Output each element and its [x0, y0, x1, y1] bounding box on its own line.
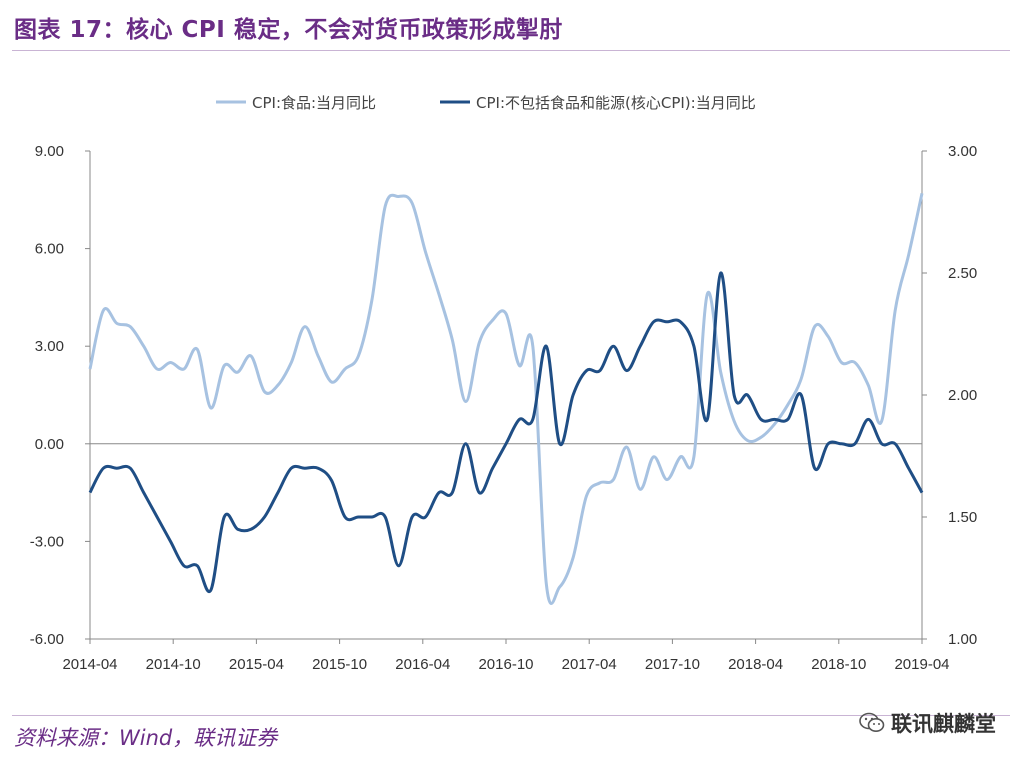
- wechat-icon: [859, 712, 885, 732]
- x-tick-label: 2018-04: [728, 656, 783, 673]
- right-tick-label: 1.50: [948, 509, 977, 526]
- x-tick-label: 2015-04: [229, 656, 284, 673]
- tick-labels: 9.00 6.00 3.00 0.00 -3.00 -6.00 3.00 2.50 2.00 1.…: [30, 143, 977, 673]
- x-tick-label: 2018-10: [811, 656, 866, 673]
- title-divider: [12, 50, 1010, 51]
- left-tick-label: 0.00: [35, 436, 64, 453]
- watermark: 联讯麒麟堂: [859, 708, 996, 738]
- x-tick-label: 2019-04: [894, 656, 949, 673]
- chart-legend: CPI:食品:当月同比 CPI:不包括食品和能源(核心CPI):当月同比: [216, 94, 756, 112]
- left-tick-label: -3.00: [30, 533, 64, 550]
- right-tick-label: 2.00: [948, 387, 977, 404]
- source-divider: [12, 715, 1010, 716]
- line-chart: CPI:食品:当月同比 CPI:不包括食品和能源(核心CPI):当月同比 9.0…: [30, 94, 977, 673]
- right-tick-label: 1.00: [948, 631, 977, 648]
- left-tick-label: -6.00: [30, 631, 64, 648]
- left-tick-label: 9.00: [35, 143, 64, 160]
- x-tick-label: 2014-04: [62, 656, 117, 673]
- legend-label-core-cpi: CPI:不包括食品和能源(核心CPI):当月同比: [476, 94, 756, 112]
- right-tick-label: 2.50: [948, 265, 977, 282]
- left-tick-label: 6.00: [35, 241, 64, 258]
- x-tick-label: 2016-04: [395, 656, 450, 673]
- left-tick-label: 3.00: [35, 338, 64, 355]
- x-tick-label: 2016-10: [478, 656, 533, 673]
- right-tick-label: 3.00: [948, 143, 977, 160]
- watermark-text: 联讯麒麟堂: [891, 712, 996, 736]
- x-tick-label: 2017-04: [562, 656, 617, 673]
- figure-title: 图表 17：核心 CPI 稳定，不会对货币政策形成掣肘: [14, 17, 563, 43]
- x-tick-label: 2014-10: [146, 656, 201, 673]
- x-tick-label: 2017-10: [645, 656, 700, 673]
- series-line-food-cpi: [88, 192, 924, 605]
- source-note: 资料来源：Wind，联讯证券: [14, 726, 278, 750]
- series-line-core-cpi: [88, 271, 924, 594]
- series-lines: [88, 192, 924, 605]
- legend-label-food-cpi: CPI:食品:当月同比: [252, 94, 376, 112]
- x-tick-label: 2015-10: [312, 656, 367, 673]
